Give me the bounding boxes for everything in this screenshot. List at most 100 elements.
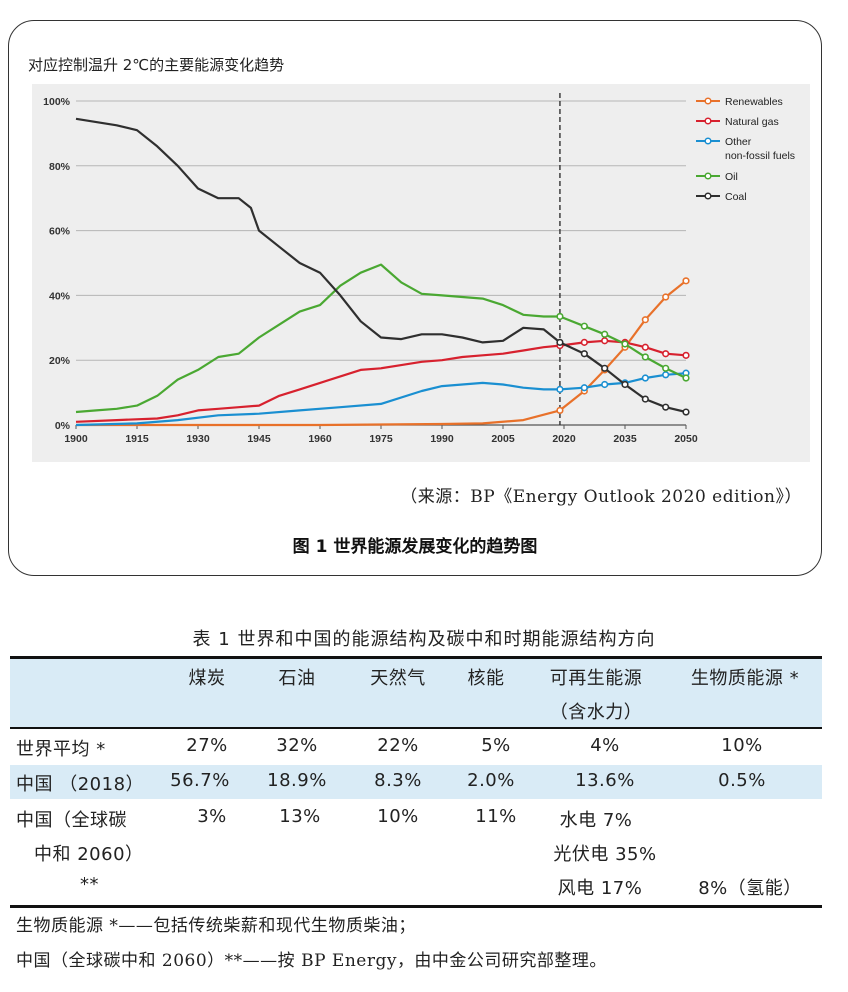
legend-label: Other bbox=[725, 136, 752, 148]
row-china2060-label-cont: 中和 2060） bbox=[34, 844, 144, 865]
y-tick-label: 0% bbox=[55, 420, 71, 432]
row-world-gas: 22% bbox=[377, 735, 419, 756]
data-point bbox=[682, 408, 690, 416]
data-point bbox=[556, 312, 564, 321]
row-world-biomass: 10% bbox=[721, 735, 763, 756]
data-point bbox=[641, 316, 649, 324]
data-point bbox=[556, 385, 564, 393]
table-header-rule bbox=[10, 727, 822, 729]
data-point bbox=[682, 351, 690, 359]
y-tick-label: 40% bbox=[49, 290, 71, 302]
data-point bbox=[662, 350, 670, 358]
header-coal: 煤炭 bbox=[188, 668, 226, 689]
data-point bbox=[662, 293, 670, 301]
data-point bbox=[601, 364, 609, 372]
y-tick-label: 20% bbox=[49, 355, 71, 367]
row-china2018-biomass: 0.5% bbox=[718, 770, 766, 791]
row-china2060-gas: 10% bbox=[377, 806, 419, 827]
legend-marker bbox=[704, 117, 712, 125]
data-point bbox=[580, 338, 588, 346]
legend-label: Oil bbox=[725, 171, 738, 183]
y-tick-label: 60% bbox=[49, 226, 71, 238]
data-point bbox=[682, 374, 690, 382]
legend-label: Natural gas bbox=[725, 116, 779, 128]
x-tick-label: 2050 bbox=[674, 433, 698, 445]
table-note-biomass: 生物质能源 *——包括传统柴薪和现代生物质柴油； bbox=[16, 916, 416, 936]
legend-label: non-fossil fuels bbox=[725, 150, 795, 162]
row-world-nuclear: 5% bbox=[481, 735, 511, 756]
x-tick-label: 1975 bbox=[369, 433, 393, 445]
data-point bbox=[556, 406, 564, 415]
figure-subtitle: 对应控制温升 2℃的主要能源变化趋势 bbox=[28, 56, 285, 74]
energy-trend-chart: 0% 20% 40% 60% 80% 100% 1900 1915 1930 1945 1960 19… bbox=[43, 93, 795, 445]
table-row-shade bbox=[10, 765, 822, 799]
data-point bbox=[641, 395, 649, 403]
row-world-oil: 32% bbox=[276, 735, 318, 756]
header-oil: 石油 bbox=[278, 668, 316, 689]
data-point bbox=[662, 364, 670, 372]
data-point bbox=[682, 277, 690, 285]
data-point bbox=[662, 371, 670, 379]
row-china2018-coal: 56.7% bbox=[170, 770, 230, 791]
row-world-label: 世界平均 * bbox=[16, 739, 106, 760]
x-tick-label: 1960 bbox=[308, 433, 332, 445]
header-nuclear: 核能 bbox=[467, 668, 505, 689]
row-china2060-biomass: 8%（氢能） bbox=[698, 878, 802, 899]
data-point bbox=[556, 338, 564, 346]
row-china2060-label: 中国（全球碳 bbox=[16, 810, 127, 831]
x-tick-label: 2035 bbox=[613, 433, 637, 445]
x-tick-label: 1930 bbox=[186, 433, 210, 445]
row-china2060-footnote-mark: ** bbox=[80, 874, 99, 895]
chart-background bbox=[32, 84, 810, 462]
legend-marker bbox=[704, 137, 712, 145]
legend-marker bbox=[704, 192, 712, 200]
data-point bbox=[601, 330, 609, 338]
data-point bbox=[641, 353, 649, 361]
legend-marker bbox=[704, 172, 712, 180]
x-tick-label: 1945 bbox=[247, 433, 271, 445]
row-china2060-nuclear: 11% bbox=[475, 806, 517, 827]
header-gas: 天然气 bbox=[370, 668, 426, 689]
x-tick-label: 1915 bbox=[125, 433, 149, 445]
row-china2018-label: 中国 （2018） bbox=[16, 774, 145, 795]
row-china2060-wind: 风电 17% bbox=[557, 878, 643, 899]
row-china2060-oil: 13% bbox=[279, 806, 321, 827]
legend-label: Coal bbox=[725, 191, 747, 203]
legend-label: Renewables bbox=[725, 96, 783, 108]
row-world-renewables: 4% bbox=[590, 735, 620, 756]
data-point bbox=[580, 384, 588, 392]
header-biomass: 生物质能源 * bbox=[690, 668, 800, 689]
table-header-background bbox=[10, 659, 822, 727]
y-tick-label: 80% bbox=[49, 161, 71, 173]
row-china2018-nuclear: 2.0% bbox=[467, 770, 515, 791]
x-tick-label: 1990 bbox=[430, 433, 454, 445]
data-point bbox=[621, 380, 629, 389]
data-point bbox=[662, 403, 670, 411]
series-line bbox=[75, 339, 687, 423]
header-renewables-note: （含水力） bbox=[549, 702, 643, 723]
row-world-coal: 27% bbox=[186, 735, 228, 756]
data-point bbox=[621, 340, 629, 348]
series-line bbox=[76, 279, 687, 427]
data-point bbox=[601, 337, 609, 345]
x-tick-label: 2020 bbox=[552, 433, 576, 445]
x-tick-label: 2005 bbox=[491, 433, 515, 445]
series-line bbox=[75, 372, 687, 427]
data-point bbox=[601, 380, 609, 389]
table-bottom-rule bbox=[10, 905, 822, 908]
table-top-rule bbox=[10, 656, 822, 659]
row-china2060-hydro: 水电 7% bbox=[559, 810, 633, 831]
y-tick-label: 100% bbox=[43, 96, 71, 108]
figure-frame bbox=[8, 20, 822, 576]
figure-source: （来源：BP《Energy Outlook 2020 edition》） bbox=[400, 487, 802, 507]
legend-marker bbox=[704, 97, 712, 105]
table-note-china2060: 中国（全球碳中和 2060）**——按 BP Energy，由中金公司研究部整理… bbox=[16, 951, 607, 971]
data-point bbox=[580, 350, 588, 358]
data-point bbox=[641, 343, 649, 351]
data-point bbox=[641, 374, 649, 382]
row-china2060-solar: 光伏电 35% bbox=[553, 844, 657, 865]
data-point bbox=[580, 322, 588, 330]
x-tick-label: 1900 bbox=[64, 433, 88, 445]
row-china2018-oil: 18.9% bbox=[267, 770, 327, 791]
row-china2018-gas: 8.3% bbox=[374, 770, 422, 791]
